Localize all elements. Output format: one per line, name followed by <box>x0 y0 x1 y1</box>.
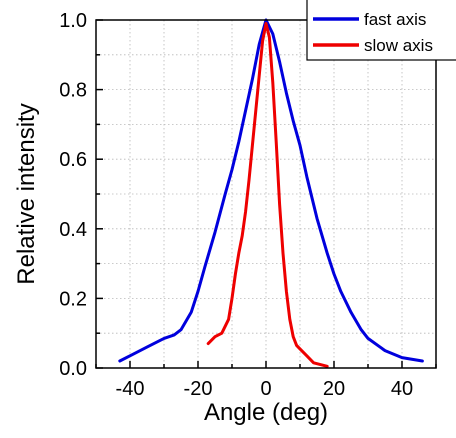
x-tick-label: 0 <box>260 378 271 400</box>
y-tick-label: 1.0 <box>59 10 87 32</box>
y-tick-label: 0.8 <box>59 80 87 102</box>
axis-ticks <box>95 19 437 369</box>
x-axis-title: Angle (deg) <box>204 399 328 426</box>
legend-box <box>306 0 456 61</box>
series-line-slow-axis <box>206 22 329 368</box>
legend: fast axis slow axis <box>306 0 456 61</box>
y-tick-label: 0.4 <box>59 219 87 241</box>
y-tick-label: 0.0 <box>59 358 87 380</box>
series-lines <box>118 18 424 368</box>
x-tick-label: -40 <box>116 378 145 400</box>
y-tick-label: 0.6 <box>59 149 87 171</box>
x-tick-label: -20 <box>184 378 213 400</box>
grid-lines <box>96 20 436 368</box>
legend-label-slow-axis: slow axis <box>364 36 433 55</box>
x-tick-label: 40 <box>391 378 413 400</box>
tick-labels: -40 -20 0 20 40 0.0 0.2 0.4 0.6 0.8 1.0 <box>59 10 413 400</box>
x-tick-label: 20 <box>323 378 345 400</box>
legend-label-fast-axis: fast axis <box>364 10 426 29</box>
y-axis-title: Relative intensity <box>13 103 40 284</box>
y-tick-label: 0.2 <box>59 288 87 310</box>
